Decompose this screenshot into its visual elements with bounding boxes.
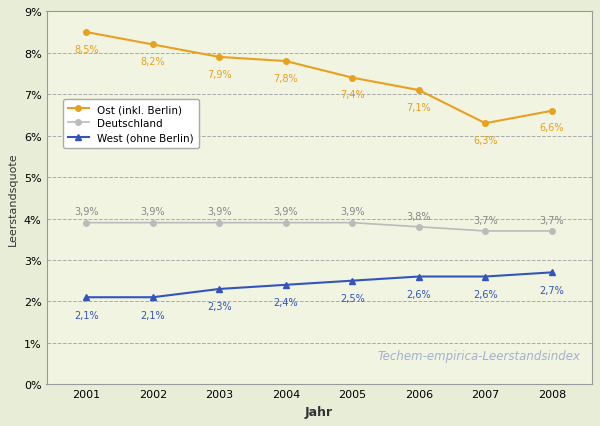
Text: 2,7%: 2,7% — [539, 285, 564, 295]
Text: 7,1%: 7,1% — [406, 102, 431, 112]
Text: 3,8%: 3,8% — [407, 211, 431, 221]
Text: 6,3%: 6,3% — [473, 135, 497, 145]
Text: 3,9%: 3,9% — [140, 207, 165, 217]
Legend: Ost (inkl. Berlin), Deutschland, West (ohne Berlin): Ost (inkl. Berlin), Deutschland, West (o… — [62, 99, 199, 149]
Text: Techem-empirica-Leerstandsindex: Techem-empirica-Leerstandsindex — [378, 349, 581, 362]
Text: 7,4%: 7,4% — [340, 90, 365, 100]
Text: 6,6%: 6,6% — [539, 123, 564, 133]
Text: 7,8%: 7,8% — [274, 73, 298, 83]
Text: 3,9%: 3,9% — [74, 207, 98, 217]
Text: 8,2%: 8,2% — [140, 57, 165, 67]
Text: 3,7%: 3,7% — [473, 215, 497, 225]
Text: 2,6%: 2,6% — [473, 289, 497, 299]
Text: 3,9%: 3,9% — [340, 207, 365, 217]
Text: 2,3%: 2,3% — [207, 302, 232, 312]
Text: 3,9%: 3,9% — [207, 207, 232, 217]
Text: 7,9%: 7,9% — [207, 69, 232, 79]
X-axis label: Jahr: Jahr — [305, 405, 333, 417]
Text: 2,4%: 2,4% — [274, 297, 298, 308]
Text: 3,7%: 3,7% — [539, 215, 564, 225]
Text: 8,5%: 8,5% — [74, 45, 99, 55]
Text: 2,1%: 2,1% — [74, 310, 99, 320]
Text: 3,9%: 3,9% — [274, 207, 298, 217]
Text: 2,6%: 2,6% — [406, 289, 431, 299]
Y-axis label: Leerstandsquote: Leerstandsquote — [8, 152, 19, 245]
Text: 2,1%: 2,1% — [140, 310, 165, 320]
Text: 2,5%: 2,5% — [340, 294, 365, 303]
